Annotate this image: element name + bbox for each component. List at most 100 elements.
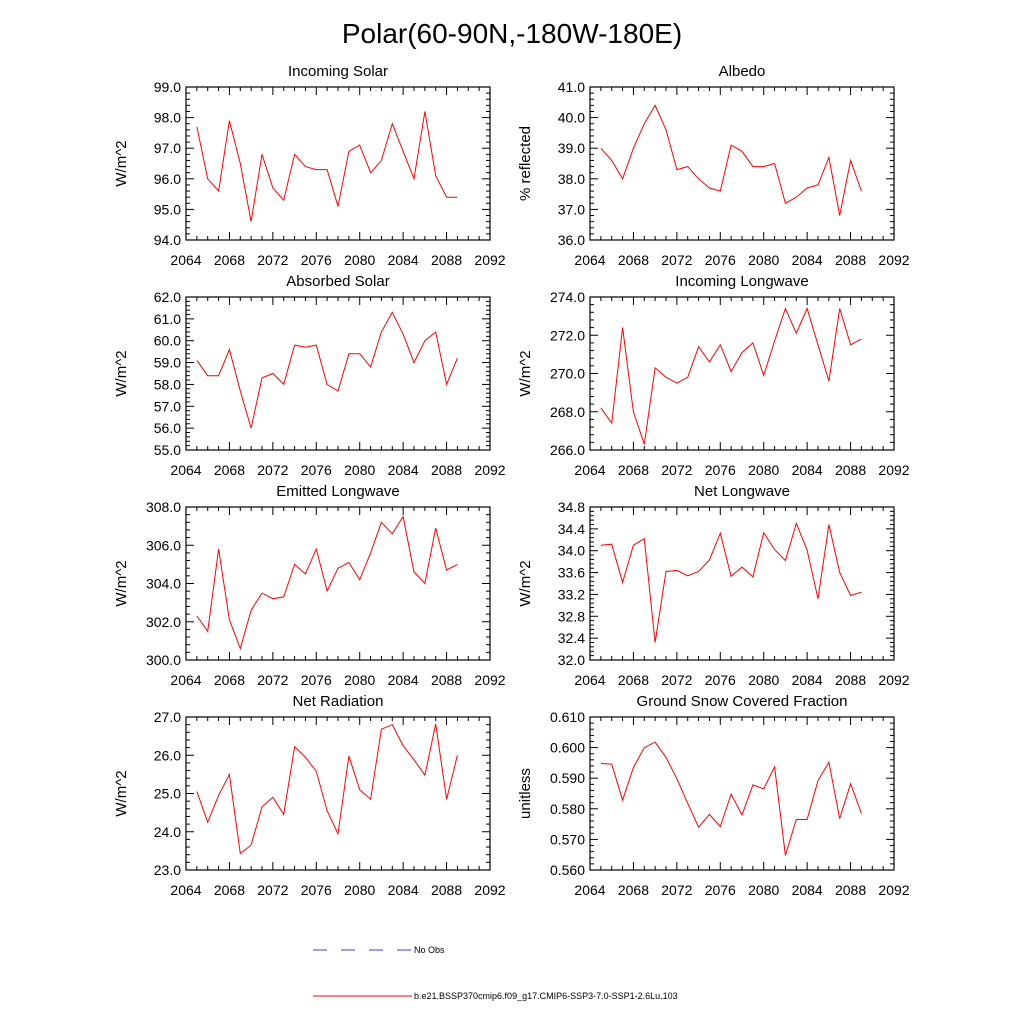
x-tick-label: 2076 — [301, 672, 332, 688]
data-series-line — [600, 104, 862, 216]
panel-title: Incoming Longwave — [675, 273, 808, 290]
x-tick-label: 2076 — [705, 882, 736, 898]
y-tick-label: 56.0 — [154, 420, 181, 436]
y-tick-label: 96.0 — [154, 171, 181, 187]
panel-title: Net Radiation — [293, 693, 384, 710]
y-tick-label: 37.0 — [558, 201, 585, 217]
y-tick-label: 57.0 — [154, 398, 181, 414]
x-tick-label: 2084 — [388, 462, 419, 478]
y-tick-label: 27.0 — [154, 709, 181, 725]
y-tick-label: 59.0 — [154, 355, 181, 371]
x-tick-label: 2088 — [835, 252, 866, 268]
x-tick-label: 2092 — [474, 462, 505, 478]
y-tick-label: 24.0 — [154, 824, 181, 840]
y-tick-label: 32.0 — [558, 652, 585, 668]
y-tick-label: 58.0 — [154, 376, 181, 392]
y-tick-label: 304.0 — [146, 576, 181, 592]
y-axis-label: W/m^2 — [113, 350, 130, 396]
y-tick-label: 23.0 — [154, 862, 181, 878]
y-tick-label: 0.610 — [550, 709, 585, 725]
panel: Net Radiation 23.0 24.0 25.0 26.0 27.0 2064 206… — [113, 693, 506, 898]
x-tick-label: 2092 — [878, 462, 909, 478]
panel-title: Absorbed Solar — [286, 273, 389, 290]
y-tick-label: 0.580 — [550, 801, 585, 817]
x-tick-label: 2068 — [618, 462, 649, 478]
legend-label-no-obs: No Obs — [414, 945, 445, 955]
panel: Albedo 36.0 37.0 38.0 39.0 40.0 41.0 2064 2068 20… — [517, 63, 910, 268]
x-tick-label: 2072 — [661, 672, 692, 688]
x-tick-label: 2084 — [792, 252, 823, 268]
plot-frame — [589, 296, 895, 451]
y-axis-label: W/m^2 — [517, 560, 534, 606]
y-tick-label: 272.0 — [550, 327, 585, 343]
plot-frame — [185, 296, 491, 451]
x-tick-label: 2068 — [618, 882, 649, 898]
y-tick-label: 270.0 — [550, 366, 585, 382]
plot-frame — [589, 716, 895, 871]
panel: Incoming Solar 94.0 95.0 96.0 97.0 98.0 99.0 20… — [113, 63, 506, 268]
y-tick-label: 0.570 — [550, 831, 585, 847]
panel: Net Longwave 32.0 32.4 32.8 33.2 33.6 34.0 34.4… — [517, 483, 910, 688]
y-tick-label: 33.2 — [558, 586, 585, 602]
x-tick-label: 2088 — [431, 252, 462, 268]
x-tick-label: 2076 — [705, 252, 736, 268]
y-tick-label: 55.0 — [154, 442, 181, 458]
x-tick-label: 2080 — [748, 882, 779, 898]
x-tick-label: 2084 — [792, 462, 823, 478]
y-tick-label: 34.8 — [558, 499, 585, 515]
x-tick-label: 2084 — [388, 882, 419, 898]
y-tick-label: 34.0 — [558, 543, 585, 559]
y-axis-label: W/m^2 — [517, 350, 534, 396]
panel: Incoming Longwave 266.0 268.0 270.0 272.0 274… — [517, 273, 910, 478]
x-tick-label: 2064 — [170, 462, 201, 478]
x-tick-label: 2068 — [214, 672, 245, 688]
y-tick-label: 62.0 — [154, 289, 181, 305]
data-series-line — [600, 307, 862, 445]
y-tick-label: 98.0 — [154, 110, 181, 126]
x-tick-label: 2068 — [214, 462, 245, 478]
x-tick-label: 2076 — [705, 462, 736, 478]
x-tick-label: 2084 — [792, 882, 823, 898]
x-tick-label: 2080 — [748, 672, 779, 688]
x-tick-label: 2068 — [214, 882, 245, 898]
x-tick-label: 2064 — [574, 882, 605, 898]
x-tick-label: 2072 — [257, 252, 288, 268]
data-series-line — [600, 521, 862, 643]
x-tick-label: 2092 — [474, 252, 505, 268]
x-tick-label: 2092 — [878, 672, 909, 688]
y-tick-label: 268.0 — [550, 404, 585, 420]
y-tick-label: 0.560 — [550, 862, 585, 878]
plot-frame — [185, 506, 491, 661]
y-tick-label: 61.0 — [154, 311, 181, 327]
y-tick-label: 39.0 — [558, 140, 585, 156]
x-tick-label: 2088 — [431, 672, 462, 688]
y-tick-label: 99.0 — [154, 79, 181, 95]
data-series-line — [196, 515, 458, 651]
y-tick-label: 25.0 — [154, 786, 181, 802]
x-tick-label: 2076 — [301, 882, 332, 898]
y-tick-label: 34.4 — [558, 521, 585, 537]
legend: No Obs b.e21.BSSP370cmip6.f09_g17.CMIP6-… — [313, 945, 678, 1001]
legend-label-model: b.e21.BSSP370cmip6.f09_g17.CMIP6-SSP3-7.… — [414, 991, 678, 1001]
y-tick-label: 0.600 — [550, 740, 585, 756]
x-tick-label: 2084 — [388, 252, 419, 268]
x-tick-label: 2092 — [878, 882, 909, 898]
y-tick-label: 41.0 — [558, 79, 585, 95]
y-tick-label: 306.0 — [146, 537, 181, 553]
y-tick-label: 308.0 — [146, 499, 181, 515]
x-tick-label: 2068 — [618, 672, 649, 688]
y-tick-label: 40.0 — [558, 110, 585, 126]
data-series-line — [196, 723, 458, 855]
x-tick-label: 2072 — [661, 462, 692, 478]
x-tick-label: 2092 — [474, 672, 505, 688]
x-tick-label: 2080 — [344, 252, 375, 268]
y-axis-label: W/m^2 — [113, 560, 130, 606]
panel: Emitted Longwave 300.0 302.0 304.0 306.0 308.… — [113, 483, 506, 688]
x-tick-label: 2088 — [835, 462, 866, 478]
x-tick-label: 2088 — [431, 882, 462, 898]
panel: Absorbed Solar 55.0 56.0 57.0 58.0 59.0 60.0 61… — [113, 273, 506, 478]
y-tick-label: 32.8 — [558, 608, 585, 624]
panel-title: Ground Snow Covered Fraction — [637, 693, 848, 710]
y-tick-label: 266.0 — [550, 442, 585, 458]
y-tick-label: 33.6 — [558, 565, 585, 581]
